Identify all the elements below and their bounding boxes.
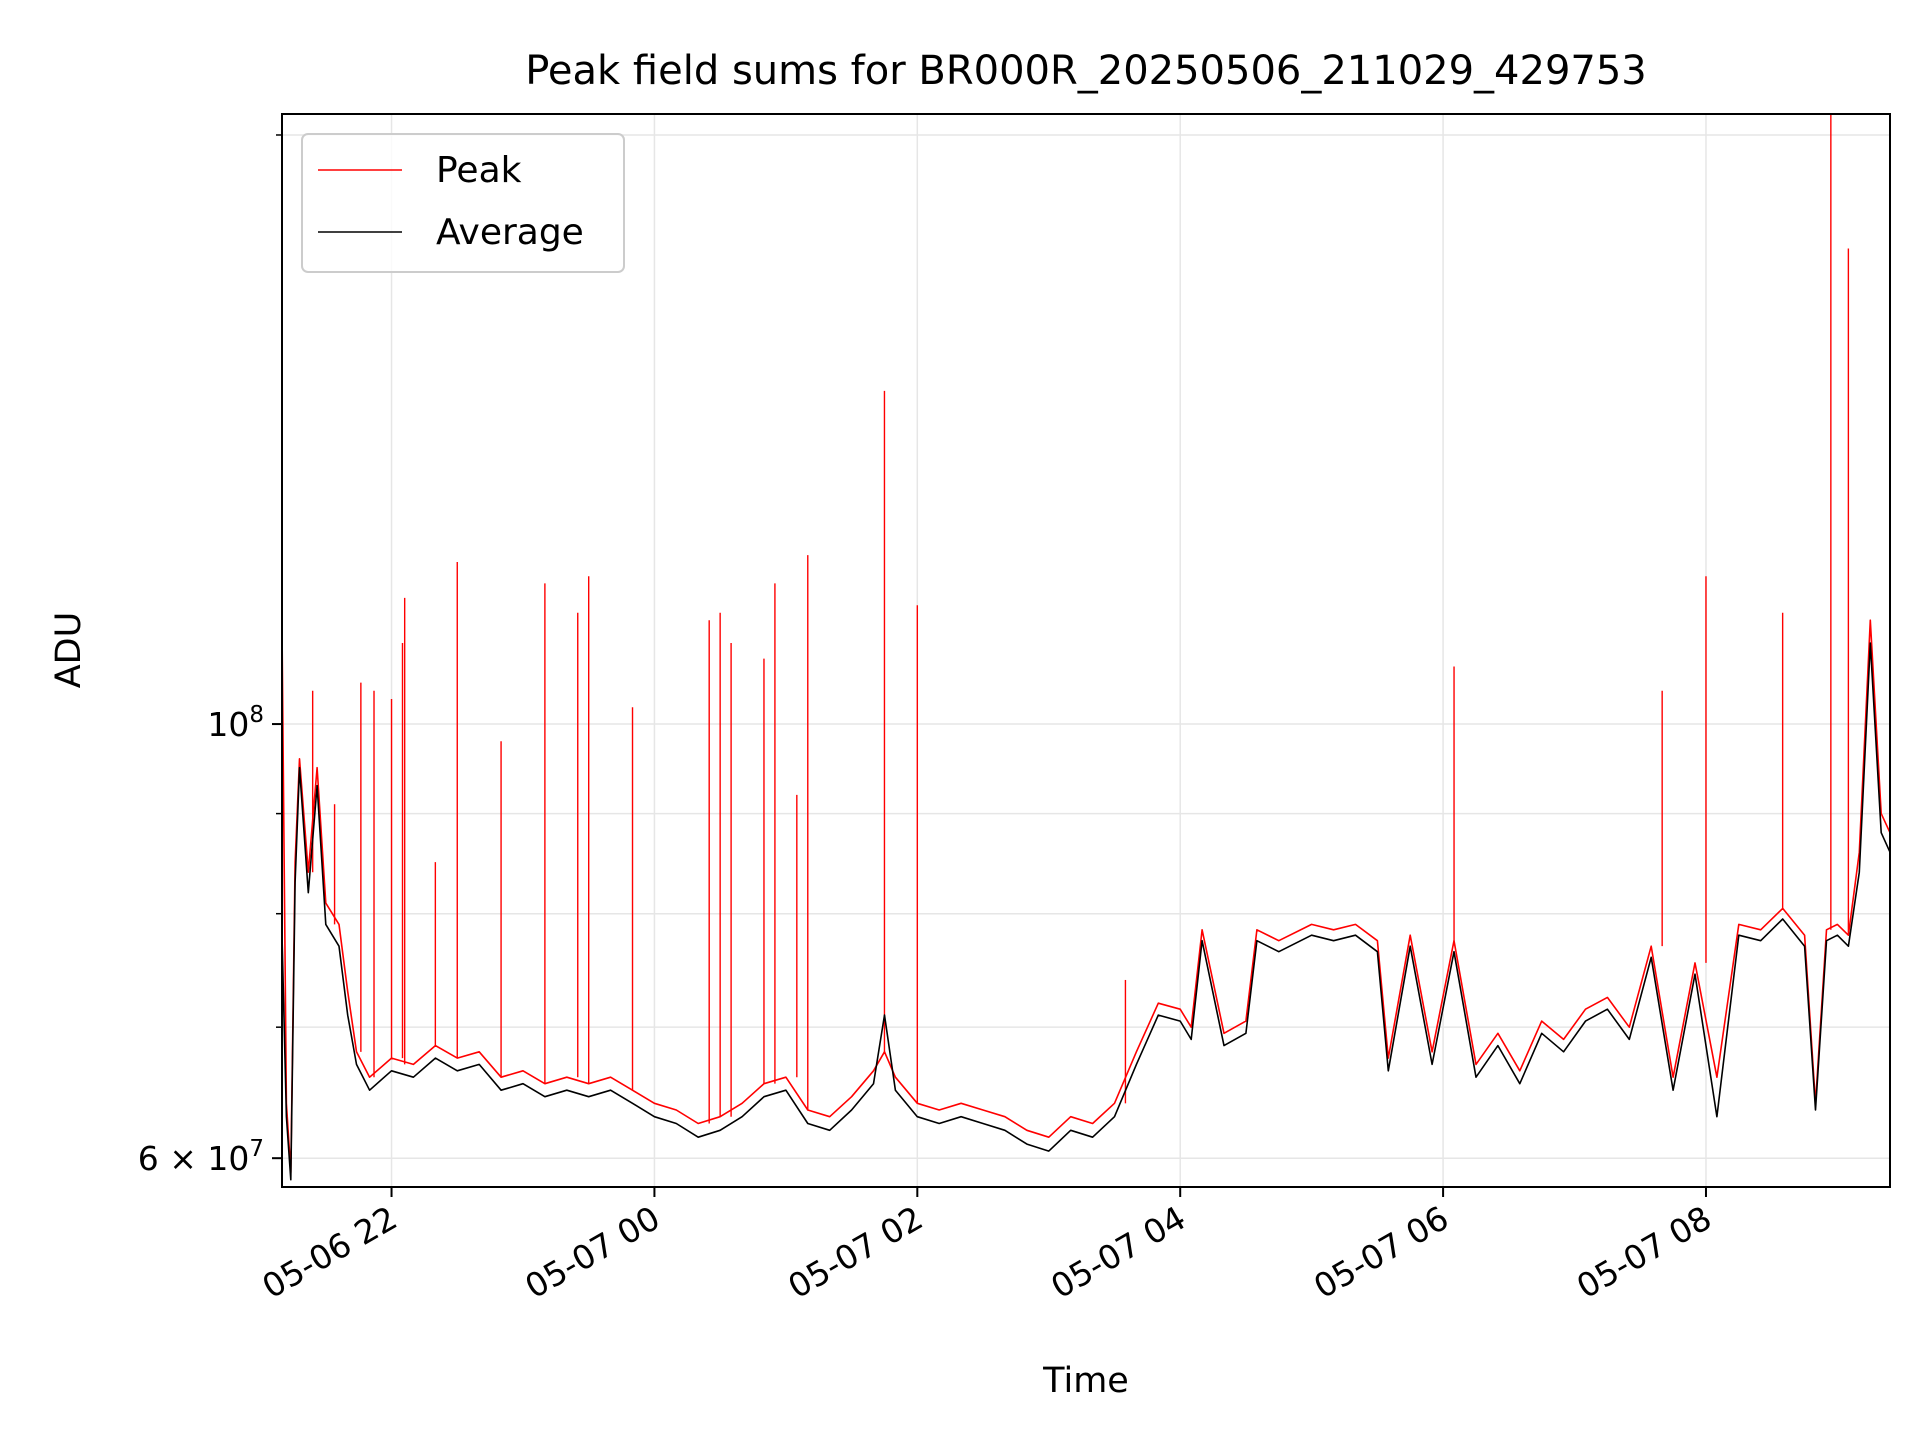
series-line-peak xyxy=(281,619,1891,1174)
plot-frame xyxy=(281,113,1891,1188)
legend-label-peak: Peak xyxy=(436,150,522,191)
x-axis-label: Time xyxy=(1042,1361,1129,1401)
y-tick-label: 6 × 107 xyxy=(138,1136,264,1178)
chart-title: Peak field sums for BR000R_20250506_2110… xyxy=(525,48,1647,94)
series-layer xyxy=(281,114,1891,1181)
series-line-average xyxy=(281,642,1891,1181)
y-axis-label: ADU xyxy=(49,612,89,689)
y-tick-label: 108 xyxy=(207,702,264,744)
legend-label-average: Average xyxy=(436,212,584,253)
legend-box xyxy=(301,133,625,273)
legend: Peak Average xyxy=(301,133,625,273)
